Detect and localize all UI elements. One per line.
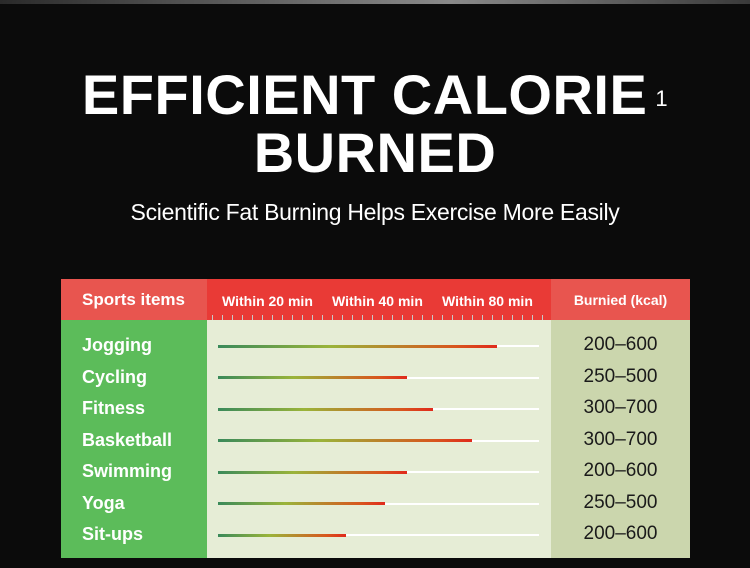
top-decor-strip (0, 0, 750, 4)
header-ruler-tick (222, 315, 223, 320)
header-ruler-tick (462, 315, 463, 320)
page-subtitle: Scientific Fat Burning Helps Exercise Mo… (130, 199, 620, 225)
header-ruler-tick (392, 315, 393, 320)
burned-value: 300–700 (583, 428, 658, 450)
header-ruler-tick (452, 315, 453, 320)
sport-name: Swimming (82, 461, 173, 481)
intensity-bar (218, 533, 347, 537)
header-ruler-tick (342, 315, 343, 320)
header-ruler-tick (282, 315, 283, 320)
header-ruler-tick (542, 315, 543, 320)
burned-value: 300–700 (583, 397, 658, 418)
intensity-track (218, 439, 539, 442)
burned-column (551, 320, 690, 558)
burned-value: 200–600 (583, 523, 658, 544)
sport-name: Basketball (82, 429, 173, 450)
header-ruler-tick (322, 315, 323, 320)
sports-column (61, 320, 207, 558)
sport-name: Fitness (82, 398, 146, 418)
sport-name: Sit-ups (82, 524, 143, 544)
title-line-1: EFFICIENT CALORIE (81, 63, 648, 126)
intensity-track (218, 470, 539, 474)
header-within-80: Within 80 min (442, 293, 533, 309)
header-ruler-tick (492, 315, 493, 320)
intensity-bar (218, 470, 408, 474)
header-ruler-tick (262, 315, 263, 320)
intensity-track (218, 344, 539, 348)
calorie-table: Sports items Within 20 min Within 40 min… (61, 279, 690, 558)
header-within-20: Within 20 min (222, 293, 313, 309)
header-burned: Burnied (kcal) (551, 279, 690, 320)
intensity-bar (218, 439, 472, 442)
header-ruler-tick (362, 315, 363, 320)
header-ruler-tick (352, 315, 353, 320)
header-ruler-tick (472, 315, 473, 320)
header-ruler-tick (302, 315, 303, 320)
page-title: EFFICIENT CALORIE 1 BURNED (0, 66, 750, 182)
title-footnote-marker: 1 (655, 86, 669, 111)
intensity-bar (218, 344, 498, 348)
burned-value: 200–600 (583, 460, 658, 481)
header-ruler-tick (382, 315, 383, 320)
header-ruler-tick (292, 315, 293, 320)
header-ruler-tick (412, 315, 413, 320)
header-ruler-tick (232, 315, 233, 320)
header-ruler-tick (212, 315, 213, 320)
header-within-40: Within 40 min (332, 293, 423, 309)
header-ruler-tick (502, 315, 503, 320)
header-ruler-tick (532, 315, 533, 320)
header-ruler-tick (442, 315, 443, 320)
intensity-bar (218, 502, 385, 505)
burned-value: 250–500 (583, 491, 658, 513)
header-ruler-tick (402, 315, 403, 320)
header-time-scale: Within 20 min Within 40 min Within 80 mi… (207, 279, 553, 320)
intensity-track (218, 407, 539, 411)
burned-value: 250–500 (583, 365, 658, 387)
header-ruler-tick (252, 315, 253, 320)
header-ruler-tick (512, 315, 513, 320)
header-ruler-tick (422, 315, 423, 320)
intensity-track (218, 533, 539, 537)
header-ruler-tick (332, 315, 333, 320)
intensity-track (218, 376, 539, 379)
intensity-track (218, 502, 539, 505)
header-ruler-tick (242, 315, 243, 320)
header-ruler-tick (482, 315, 483, 320)
header-sports-items: Sports items (61, 279, 207, 320)
title-line-2: BURNED (253, 121, 497, 184)
sport-name: Jogging (82, 335, 152, 355)
sport-name: Yoga (82, 492, 125, 513)
intensity-bar (218, 407, 434, 411)
header-ruler-tick (372, 315, 373, 320)
burned-value: 200–600 (583, 334, 658, 355)
header-ruler-tick (312, 315, 313, 320)
header-ruler-tick (272, 315, 273, 320)
sport-name: Cycling (82, 366, 148, 387)
header-ruler-tick (432, 315, 433, 320)
header-ruler-tick (522, 315, 523, 320)
intensity-bar (218, 376, 408, 379)
